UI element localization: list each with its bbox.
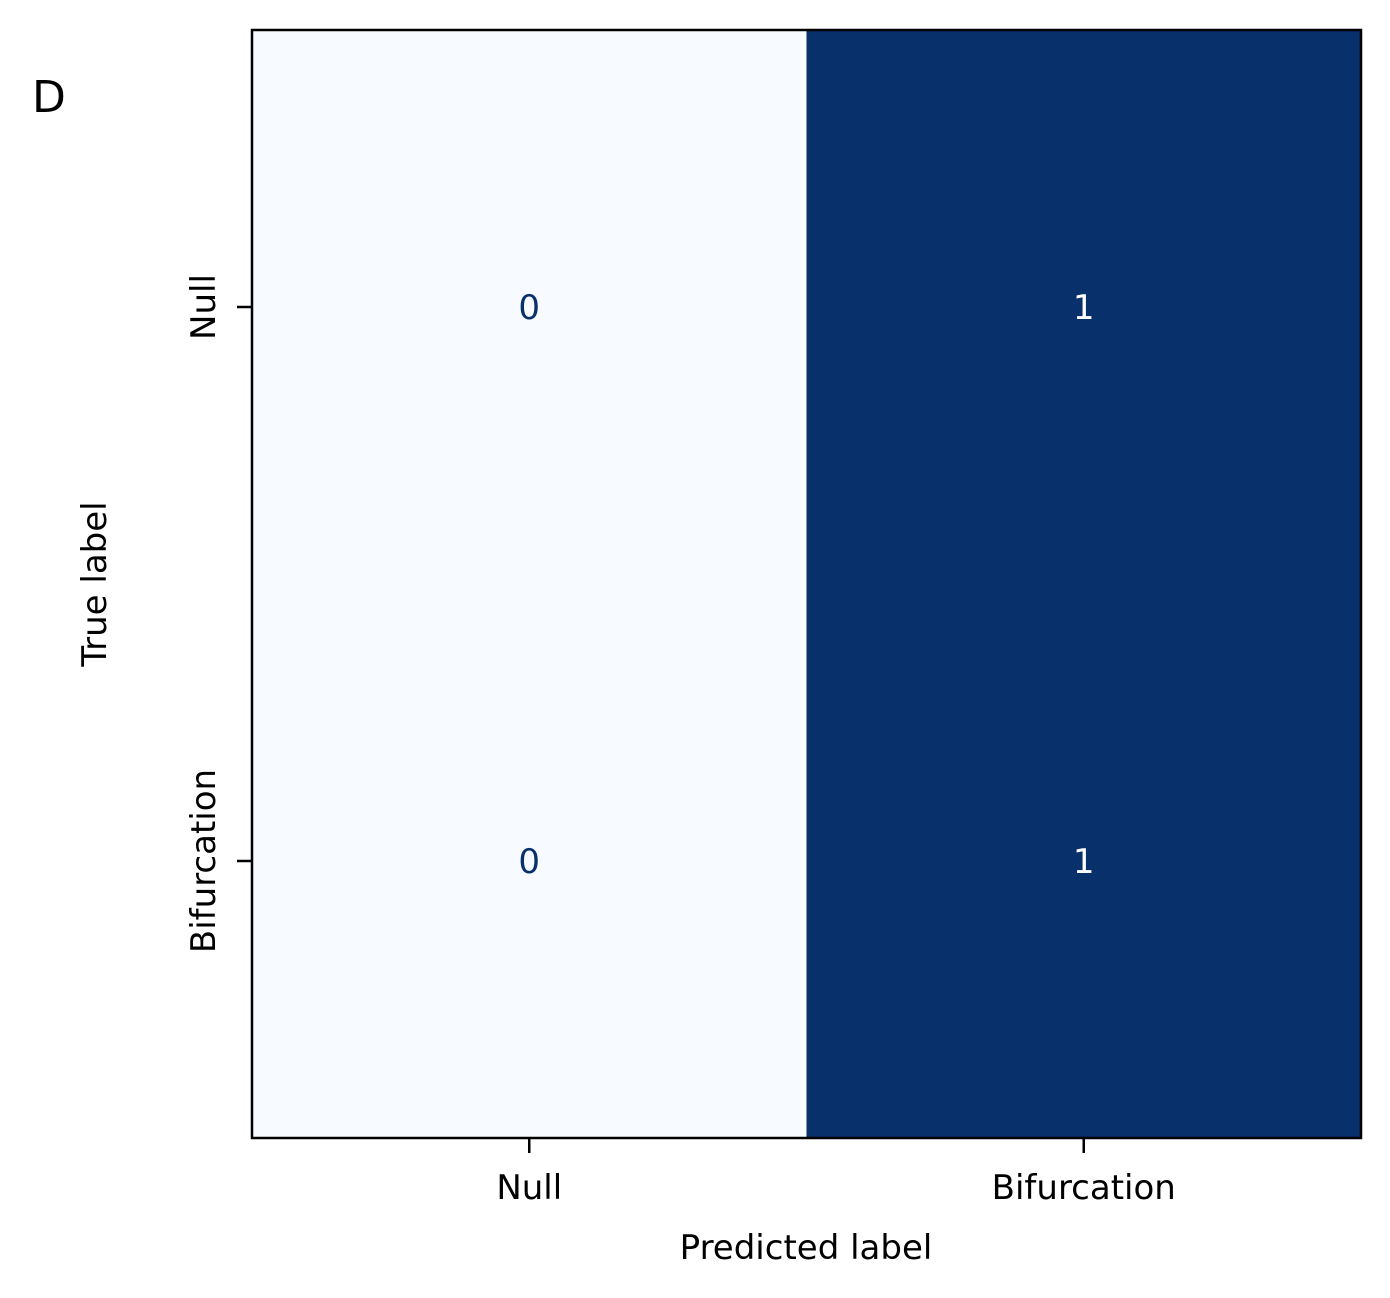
y-tick-label: Bifurcation — [184, 769, 224, 953]
heatmap-cell — [806, 30, 1362, 585]
cell-value-label: 1 — [1073, 842, 1095, 882]
y-axis-ticks: Null Bifurcation — [184, 274, 252, 953]
heatmap-cell — [252, 584, 807, 1139]
x-axis-ticks: Null Bifurcation — [496, 1138, 1176, 1208]
heatmap-cell — [252, 30, 807, 585]
cell-value-labels: 0 1 0 1 — [518, 288, 1094, 882]
y-axis-label: True label — [75, 501, 115, 667]
heatmap-cell — [806, 584, 1362, 1139]
y-tick-label: Null — [184, 274, 224, 340]
plot-frame — [250, 28, 1363, 1140]
heatmap-cells — [252, 30, 1362, 1139]
x-tick-label: Bifurcation — [992, 1168, 1176, 1208]
cell-value-label: 0 — [518, 288, 540, 328]
x-tick-label: Null — [496, 1168, 562, 1208]
cell-value-label: 0 — [518, 842, 540, 882]
cell-value-label: 1 — [1073, 288, 1095, 328]
panel-label: D — [32, 72, 66, 123]
x-axis-label: Predicted label — [680, 1228, 933, 1268]
